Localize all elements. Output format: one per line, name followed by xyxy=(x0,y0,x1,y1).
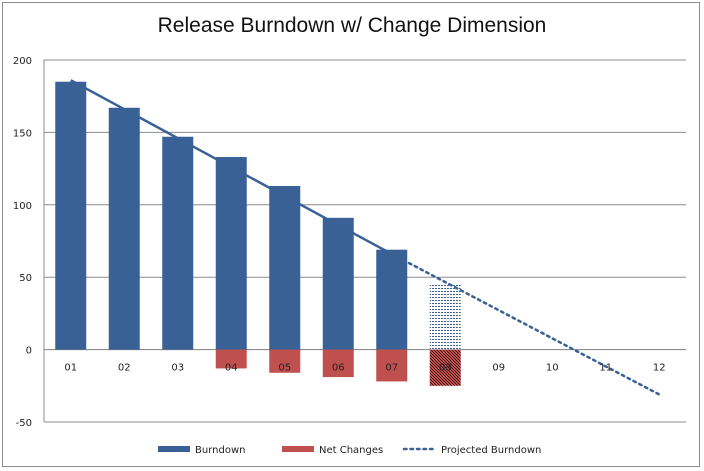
y-tick-label: 200 xyxy=(13,56,32,67)
burndown-bar xyxy=(429,284,461,350)
burndown-bar xyxy=(162,136,194,350)
y-tick-label: 0 xyxy=(26,346,32,357)
y-tick-label: -50 xyxy=(16,418,32,429)
net-change-bar xyxy=(322,349,354,378)
x-tick-label: 01 xyxy=(64,363,77,374)
burndown-trend-line xyxy=(70,79,393,256)
legend-label: Projected Burndown xyxy=(441,445,541,456)
legend-swatch xyxy=(282,446,314,452)
burndown-bar xyxy=(269,185,301,350)
x-axis-ticks: 01 02 03 04 05 06 07 08 09 10 11 12 xyxy=(64,363,665,374)
y-axis-ticks: -50 0 50 100 150 200 xyxy=(13,56,32,429)
burndown-bar xyxy=(322,217,354,350)
burndown-bar xyxy=(108,107,140,350)
net-change-bar xyxy=(429,349,461,386)
y-tick-label: 150 xyxy=(13,128,32,139)
burndown-bar xyxy=(376,249,408,350)
chart-title: Release Burndown w/ Change Dimension xyxy=(157,14,547,37)
x-tick-label: 08 xyxy=(439,363,452,374)
x-tick-label: 11 xyxy=(599,363,612,374)
x-tick-label: 09 xyxy=(492,363,505,374)
trend-lines xyxy=(70,79,661,396)
x-tick-label: 07 xyxy=(385,363,398,374)
burndown-bar xyxy=(55,81,87,350)
x-tick-label: 04 xyxy=(225,363,238,374)
legend: Burndown Net Changes Projected Burndown xyxy=(158,445,541,456)
x-tick-label: 03 xyxy=(171,363,184,374)
legend-label: Net Changes xyxy=(319,445,383,456)
projected-burndown-line xyxy=(390,252,661,396)
x-tick-label: 02 xyxy=(118,363,131,374)
x-tick-label: 06 xyxy=(332,363,345,374)
bars xyxy=(55,81,461,386)
net-change-bar xyxy=(376,349,408,382)
y-tick-label: 100 xyxy=(13,201,32,212)
legend-label: Burndown xyxy=(195,445,245,456)
y-tick-label: 50 xyxy=(19,273,32,284)
x-tick-label: 05 xyxy=(278,363,291,374)
legend-swatch xyxy=(158,446,190,452)
burndown-bar xyxy=(215,157,247,350)
net-change-bar xyxy=(269,349,301,373)
gridlines xyxy=(43,59,686,423)
net-change-bar xyxy=(215,349,247,369)
x-tick-label: 10 xyxy=(546,363,559,374)
x-tick-label: 12 xyxy=(653,363,666,374)
